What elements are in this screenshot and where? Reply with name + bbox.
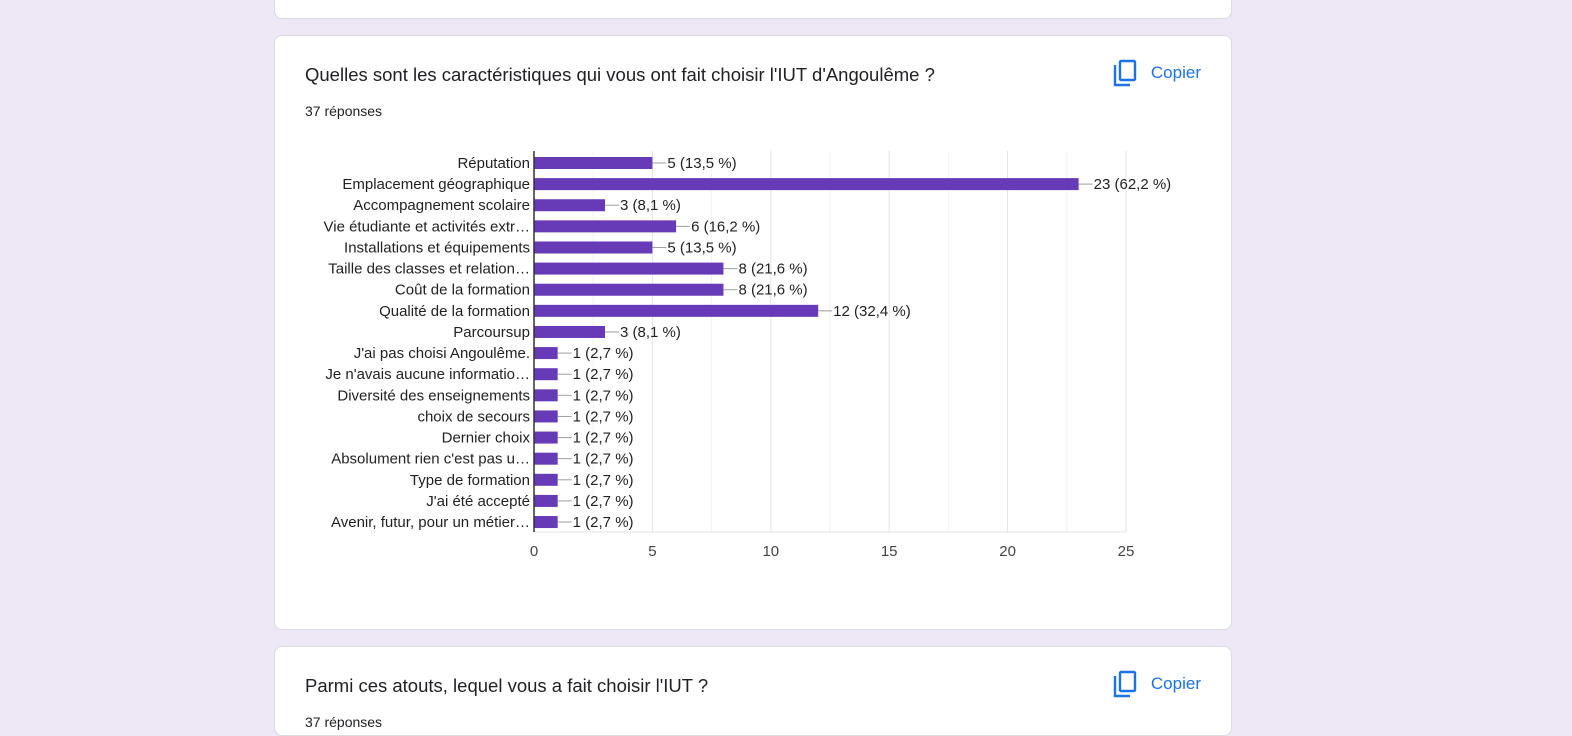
category-label: Coût de la formation	[395, 282, 530, 299]
category-label: Installations et équipements	[344, 239, 530, 256]
category-label: Je n'avais aucune informatio…	[325, 366, 530, 383]
x-tick-label: 0	[530, 543, 538, 560]
bar-value-label: 1 (2,7 %)	[573, 366, 634, 383]
bar	[534, 304, 819, 317]
category-label: Type de formation	[410, 472, 530, 489]
bar-value-label: 23 (62,2 %)	[1094, 176, 1172, 193]
copy-icon	[1113, 670, 1137, 698]
response-count: 37 réponses	[305, 103, 383, 119]
chart-grid	[534, 151, 1127, 533]
bar-value-label: 5 (13,5 %)	[667, 239, 736, 256]
copy-label: Copier	[1150, 674, 1201, 693]
next-question-card: Parmi ces atouts, lequel vous a fait cho…	[274, 646, 1232, 736]
bar	[534, 347, 558, 360]
bar	[534, 368, 558, 381]
category-label: Dernier choix	[442, 430, 531, 447]
bar-value-label: 1 (2,7 %)	[573, 430, 634, 447]
bar-value-label: 1 (2,7 %)	[573, 387, 634, 404]
bar-value-label: 8 (21,6 %)	[738, 261, 807, 278]
bar	[534, 178, 1079, 191]
bar	[534, 516, 558, 529]
bar-value-label: 1 (2,7 %)	[573, 451, 634, 468]
bar-chart: 5 (13,5 %) Réputation 23 (62,2 %) Emplaceme…	[324, 151, 1172, 560]
question-title: Quelles sont les caractéristiques qui vo…	[305, 64, 935, 85]
bar-value-label: 1 (2,7 %)	[573, 408, 634, 425]
copy-chart-button[interactable]: Copier	[1113, 57, 1201, 89]
bar	[534, 410, 558, 423]
bar	[534, 473, 558, 486]
x-tick-label: 10	[762, 543, 779, 560]
chart-ticks: 0 5 10 15 20 25	[530, 151, 1135, 560]
copy-label: Copier	[1150, 63, 1201, 82]
x-tick-label: 20	[999, 543, 1016, 560]
bar	[534, 494, 558, 507]
bar-value-label: 1 (2,7 %)	[573, 345, 634, 362]
category-label: Avenir, futur, pour un métier…	[331, 514, 530, 531]
response-count: 37 réponses	[305, 714, 383, 730]
question-title: Parmi ces atouts, lequel vous a fait cho…	[305, 675, 709, 696]
bar-value-label: 1 (2,7 %)	[573, 493, 634, 510]
bar	[534, 452, 558, 465]
chart-labels: 5 (13,5 %) Réputation 23 (62,2 %) Emplaceme…	[324, 155, 1172, 531]
x-tick-label: 15	[881, 543, 898, 560]
bar	[534, 283, 724, 296]
copy-icon	[1113, 59, 1137, 87]
bar	[534, 157, 653, 169]
bar	[534, 325, 606, 338]
category-label: Accompagnement scolaire	[353, 197, 530, 214]
bar	[534, 220, 677, 233]
bar-value-label: 1 (2,7 %)	[573, 472, 634, 489]
bar-value-label: 3 (8,1 %)	[620, 324, 681, 341]
bar-value-label: 1 (2,7 %)	[573, 514, 634, 531]
bar	[534, 389, 558, 402]
copy-chart-button[interactable]: Copier	[1113, 668, 1201, 700]
category-label: J'ai été accepté	[426, 493, 530, 510]
category-label: Réputation	[457, 155, 530, 172]
bar-value-label: 3 (8,1 %)	[620, 197, 681, 214]
bar-value-label: 5 (13,5 %)	[667, 155, 736, 172]
question-card: Quelles sont les caractéristiques qui vo…	[274, 35, 1232, 630]
bar	[534, 241, 653, 254]
category-label: choix de secours	[417, 408, 530, 425]
category-label: Vie étudiante et activités extr…	[324, 218, 531, 235]
category-label: Parcoursup	[453, 324, 530, 341]
previous-question-card	[274, 0, 1232, 19]
chart-bars	[534, 157, 1093, 529]
x-tick-label: 5	[648, 543, 656, 560]
category-label: Emplacement géographique	[342, 176, 530, 193]
bar-value-label: 12 (32,4 %)	[833, 303, 911, 320]
category-label: Diversité des enseignements	[337, 387, 530, 404]
bar-value-label: 8 (21,6 %)	[738, 282, 807, 299]
bar-value-label: 6 (16,2 %)	[691, 218, 760, 235]
bar	[534, 199, 606, 212]
category-label: J'ai pas choisi Angoulême.	[354, 345, 530, 362]
category-label: Taille des classes et relation…	[328, 261, 530, 278]
bar	[534, 431, 558, 444]
category-label: Absolument rien c'est pas u…	[331, 451, 530, 468]
category-label: Qualité de la formation	[379, 303, 530, 320]
x-tick-label: 25	[1118, 543, 1135, 560]
bar	[534, 262, 724, 275]
